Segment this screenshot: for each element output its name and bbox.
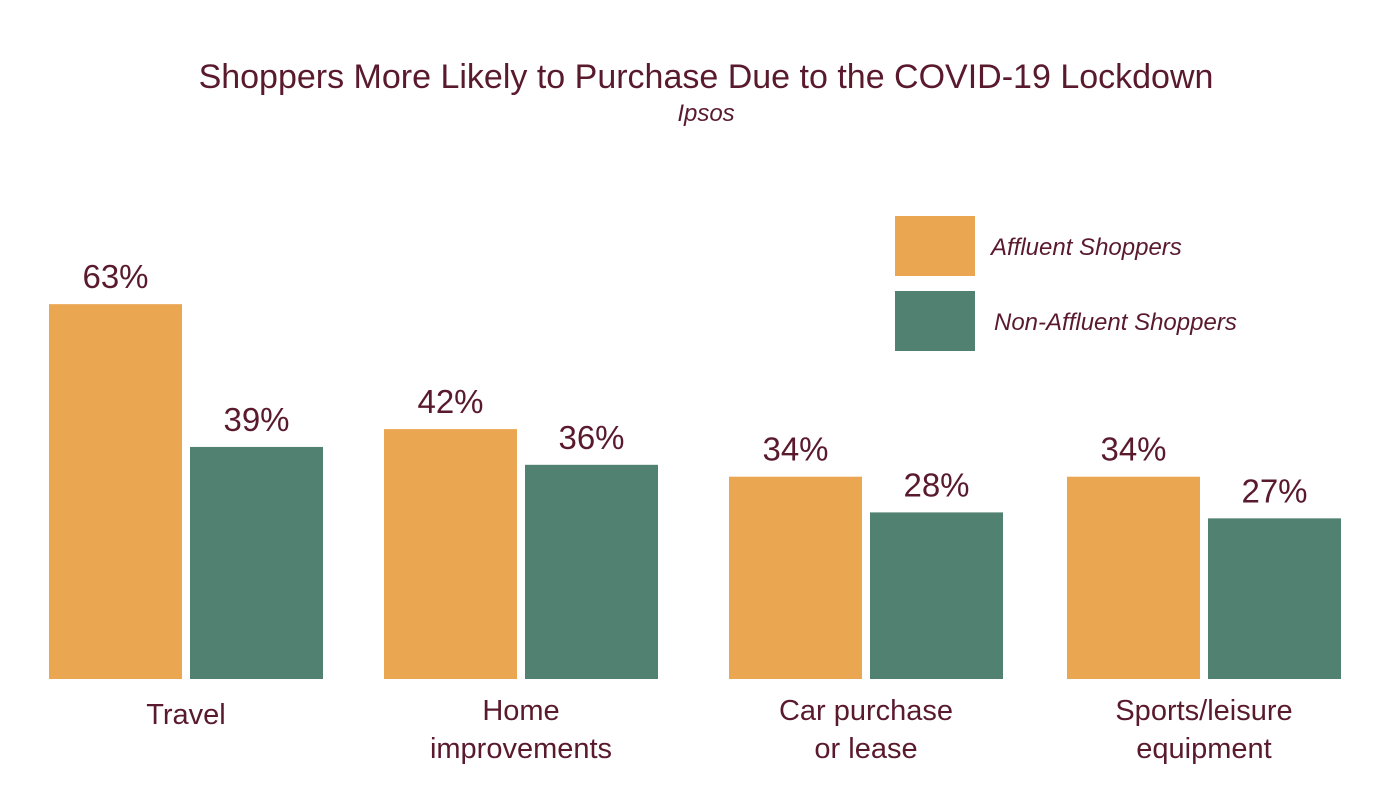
data-label: 39% (223, 401, 289, 438)
category-label: Sports/leisure equipment (1115, 695, 1292, 765)
bar-affluent (49, 304, 182, 679)
legend-swatch (895, 291, 975, 351)
data-label: 36% (558, 419, 624, 456)
chart-title: Shoppers More Likely to Purchase Due to … (198, 58, 1214, 96)
bar-affluent (1067, 476, 1200, 679)
legend-label: Affluent Shoppers (989, 234, 1182, 261)
data-label: 34% (762, 431, 828, 468)
category-label: Travel (146, 699, 226, 731)
data-label: 27% (1241, 472, 1307, 509)
bar-non-affluent (1208, 518, 1341, 679)
bar-non-affluent (525, 464, 658, 679)
category-label: Car purchase or lease (779, 695, 953, 765)
legend-swatch (895, 216, 975, 276)
data-label: 34% (1100, 431, 1166, 468)
legend-label: Non-Affluent Shoppers (994, 309, 1237, 336)
bar-non-affluent (870, 512, 1003, 679)
data-label: 42% (417, 383, 483, 420)
chart-subtitle: Ipsos (677, 100, 735, 127)
data-label: 28% (903, 466, 969, 503)
bar-non-affluent (190, 446, 323, 679)
data-label: 63% (82, 258, 148, 295)
category-label: Home improvements (430, 695, 612, 765)
bar-affluent (729, 476, 862, 679)
bar-affluent (384, 429, 517, 679)
